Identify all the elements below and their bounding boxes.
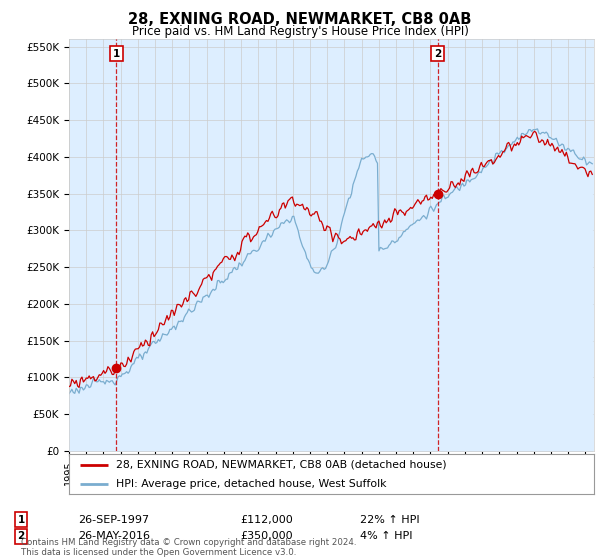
Text: £112,000: £112,000	[240, 515, 293, 525]
Text: £350,000: £350,000	[240, 531, 293, 542]
Text: Price paid vs. HM Land Registry's House Price Index (HPI): Price paid vs. HM Land Registry's House …	[131, 25, 469, 38]
Text: 28, EXNING ROAD, NEWMARKET, CB8 0AB: 28, EXNING ROAD, NEWMARKET, CB8 0AB	[128, 12, 472, 27]
Text: 1: 1	[17, 515, 25, 525]
Text: 4% ↑ HPI: 4% ↑ HPI	[360, 531, 413, 542]
Text: HPI: Average price, detached house, West Suffolk: HPI: Average price, detached house, West…	[116, 479, 387, 489]
Text: 26-SEP-1997: 26-SEP-1997	[78, 515, 149, 525]
Text: 2: 2	[17, 531, 25, 542]
Text: 22% ↑ HPI: 22% ↑ HPI	[360, 515, 419, 525]
Text: 2: 2	[434, 49, 442, 59]
Text: Contains HM Land Registry data © Crown copyright and database right 2024.
This d: Contains HM Land Registry data © Crown c…	[21, 538, 356, 557]
Text: 28, EXNING ROAD, NEWMARKET, CB8 0AB (detached house): 28, EXNING ROAD, NEWMARKET, CB8 0AB (det…	[116, 460, 447, 470]
Text: 26-MAY-2016: 26-MAY-2016	[78, 531, 150, 542]
Text: 1: 1	[113, 49, 120, 59]
